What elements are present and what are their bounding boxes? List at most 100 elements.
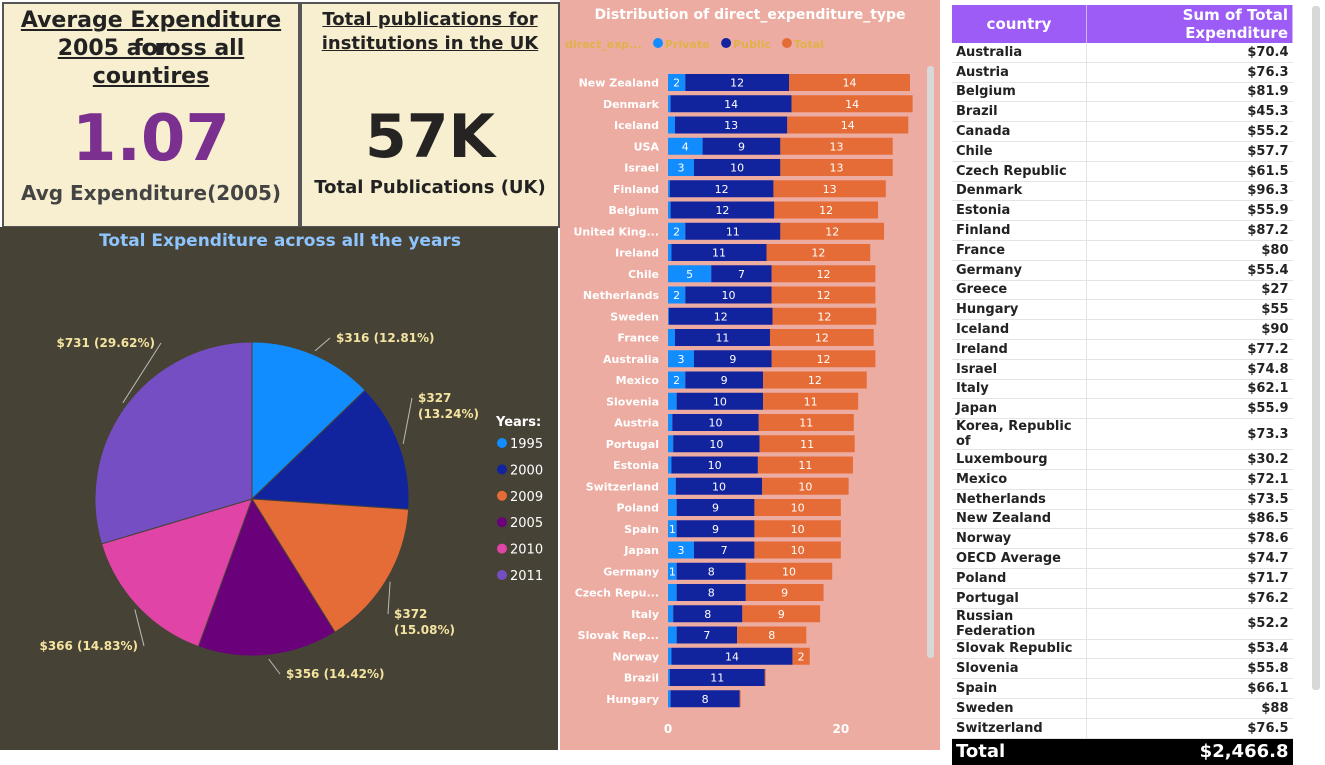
bar-segment-total[interactable] [792, 647, 810, 665]
bar-segment-private[interactable] [668, 435, 674, 453]
table-row[interactable]: Denmark $96.3 [952, 181, 1293, 202]
table-row[interactable]: Portugal $76.2 [952, 588, 1293, 609]
bar-segment-public[interactable] [693, 541, 755, 559]
bar-segment-total[interactable] [789, 74, 910, 91]
bar-segment-total[interactable] [759, 435, 855, 453]
bar-segment-private[interactable] [668, 350, 694, 368]
table-row[interactable]: Japan $55.9 [952, 398, 1293, 420]
pie-slice-2011[interactable] [94, 341, 253, 545]
bar-segment-public[interactable] [685, 371, 764, 389]
bar-segment-public[interactable] [711, 265, 772, 283]
table-scrollbar[interactable] [1312, 6, 1320, 690]
table-row[interactable]: Mexico $72.1 [952, 469, 1293, 490]
pie-chart[interactable]: Total Expenditure across all the years $3… [0, 227, 558, 750]
bar-segment-total[interactable] [774, 201, 879, 219]
table-row[interactable]: Sweden $88 [952, 698, 1293, 719]
table-row[interactable]: Greece $27 [952, 280, 1293, 301]
bar-chart-scrollbar[interactable] [927, 66, 934, 658]
table-row[interactable]: Chile $57.7 [952, 141, 1293, 162]
table-row[interactable]: Slovenia $55.8 [952, 658, 1293, 680]
bar-segment-private[interactable] [668, 414, 673, 431]
bar-segment-private[interactable] [668, 286, 686, 304]
bar-segment-total[interactable] [762, 477, 849, 495]
pie-slice-2009[interactable] [251, 498, 410, 633]
bar-segment-total[interactable] [773, 180, 886, 198]
bar-segment-public[interactable] [693, 159, 781, 176]
bar-segment-public[interactable] [669, 669, 765, 686]
pie-legend-item[interactable]: 2011 [510, 569, 543, 584]
bar-segment-total[interactable] [763, 392, 859, 410]
bar-segment-public[interactable] [671, 456, 758, 474]
bar-segment-total[interactable] [754, 520, 841, 538]
bar-segment-public[interactable] [674, 329, 770, 346]
bar-segment-private[interactable] [668, 584, 677, 601]
bar-segment-total[interactable] [758, 414, 854, 431]
pie-legend-item[interactable]: 2005 [510, 516, 543, 531]
table-row[interactable]: Russian Federation $52.2 [952, 608, 1293, 640]
bar-segment-total[interactable] [745, 562, 833, 580]
bar-segment-public[interactable] [685, 74, 789, 91]
bar-segment-private[interactable] [668, 477, 676, 495]
bar-segment-public[interactable] [676, 392, 764, 410]
bar-segment-private[interactable] [668, 180, 670, 198]
bar-segment-private[interactable] [668, 74, 686, 91]
bar-segment-public[interactable] [675, 477, 763, 495]
bar-segment-public[interactable] [685, 286, 772, 304]
bar-segment-public[interactable] [674, 116, 788, 134]
table-row[interactable]: Norway $78.6 [952, 528, 1293, 550]
bar-segment-private[interactable] [668, 669, 670, 686]
table-row[interactable]: Korea, Republic of $73.3 [952, 418, 1293, 451]
table-row[interactable]: Luxembourg $30.2 [952, 449, 1293, 470]
bar-segment-total[interactable] [757, 456, 853, 474]
bar-segment-total[interactable] [745, 584, 824, 601]
bar-segment-public[interactable] [672, 414, 759, 431]
bar-segment-public[interactable] [670, 201, 775, 219]
bar-segment-total[interactable] [780, 137, 893, 155]
bar-segment-private[interactable] [668, 647, 672, 665]
bar-segment-total[interactable] [737, 626, 807, 644]
bar-segment-public[interactable] [676, 584, 746, 601]
column-header-country[interactable]: country [952, 5, 1087, 43]
table-row[interactable]: Czech Republic $61.5 [952, 161, 1293, 182]
bar-segment-private[interactable] [668, 95, 671, 113]
table-row[interactable]: Austria $76.3 [952, 62, 1293, 83]
bar-segment-total[interactable] [771, 350, 876, 368]
bar-segment-private[interactable] [668, 116, 675, 134]
table-row[interactable]: Estonia $55.9 [952, 200, 1293, 222]
column-header-expenditure[interactable]: Sum of Total Expenditure [1086, 5, 1293, 43]
bar-segment-public[interactable] [676, 626, 738, 644]
table-row[interactable]: New Zealand $86.5 [952, 509, 1293, 530]
bar-segment-total[interactable] [780, 159, 893, 176]
bar-segment-total[interactable] [791, 95, 913, 113]
table-row[interactable]: Finland $87.2 [952, 220, 1293, 241]
bar-segment-private[interactable] [668, 244, 672, 261]
bar-segment-total[interactable] [742, 605, 821, 623]
table-row[interactable]: Slovak Republic $53.4 [952, 639, 1293, 660]
bar-legend-item[interactable]: Total [794, 38, 824, 51]
table-row[interactable]: Spain $66.1 [952, 678, 1293, 699]
table-row[interactable]: France $80 [952, 240, 1293, 261]
bar-segment-total[interactable] [787, 116, 909, 134]
bar-segment-public[interactable] [671, 647, 793, 665]
bar-segment-private[interactable] [668, 159, 694, 176]
pie-slice-2000[interactable] [250, 389, 410, 510]
table-row[interactable]: Germany $55.4 [952, 260, 1293, 281]
bar-segment-private[interactable] [668, 201, 671, 219]
bar-segment-total[interactable] [766, 244, 871, 261]
bar-segment-private[interactable] [668, 307, 669, 325]
bar-segment-private[interactable] [668, 605, 674, 623]
bar-segment-public[interactable] [669, 180, 774, 198]
pie-legend-item[interactable]: 2009 [510, 490, 543, 505]
bar-segment-public[interactable] [673, 605, 743, 623]
bar-segment-private[interactable] [668, 137, 703, 155]
bar-segment-public[interactable] [702, 137, 781, 155]
bar-segment-public[interactable] [673, 435, 760, 453]
bar-segment-public[interactable] [676, 562, 746, 580]
table-row[interactable]: Switzerland $76.5 [952, 718, 1293, 739]
bar-legend-item[interactable]: Private [665, 38, 710, 51]
table-row[interactable]: Italy $62.1 [952, 379, 1293, 400]
table-row[interactable]: Hungary $55 [952, 299, 1293, 321]
bar-segment-total[interactable] [780, 222, 885, 240]
table-row[interactable]: Israel $74.8 [952, 359, 1293, 380]
bar-segment-total[interactable] [771, 265, 876, 283]
